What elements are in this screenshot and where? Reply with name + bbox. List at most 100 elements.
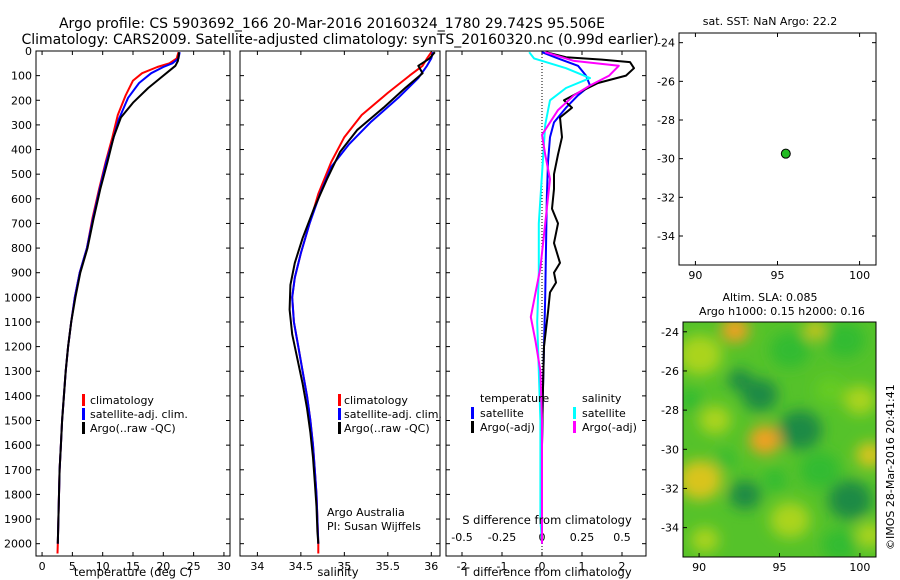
legend-swatch-satellite-adj <box>82 408 85 420</box>
legend-label-climatology: climatology <box>344 394 408 407</box>
s-diff-tick-label: -0.25 <box>488 531 516 544</box>
depth-tick-label: 0 <box>25 45 32 58</box>
legend-label-argo: Argo(..raw -QC) <box>90 422 176 435</box>
series-line-temperature-argo-adj- <box>541 51 635 544</box>
series-line-satellite-adj-clim- <box>291 51 434 544</box>
depth-tick-label: 1300 <box>4 365 32 378</box>
t-diff-tick-label: 0 <box>539 560 546 573</box>
depth-tick-label: 2000 <box>4 538 32 551</box>
x-tick-label: 20 <box>156 560 170 573</box>
sla-cell <box>691 527 719 553</box>
x-tick-label: 25 <box>187 560 201 573</box>
argo-float-location-marker <box>780 148 791 159</box>
salinity-legend: climatology satellite-adj. clim. Argo(..… <box>338 394 442 435</box>
longitude-tick-label: 100 <box>849 561 870 574</box>
x-tick-label: 5 <box>69 560 76 573</box>
temperature-plot-frame <box>35 50 231 557</box>
s-diff-tick-label: 0.5 <box>613 531 631 544</box>
sla-cell <box>805 322 825 339</box>
sla-cell <box>825 322 865 358</box>
x-tick-label: 30 <box>217 560 231 573</box>
legend-swatch-argo <box>82 422 85 434</box>
depth-tick-label: 1400 <box>4 390 32 403</box>
sla-cell <box>729 480 761 510</box>
legend-swatch-argo <box>338 422 341 434</box>
x-tick-label: 15 <box>126 560 140 573</box>
sla-cell <box>770 332 810 368</box>
salinity-x-label: salinity <box>317 565 358 579</box>
depth-tick-label: 1900 <box>4 513 32 526</box>
sla-cell <box>721 322 749 343</box>
imos-watermark: ©IMOS 28-Mar-2016 20:41:41 <box>884 384 897 550</box>
latitude-tick-label: -26 <box>661 365 679 378</box>
series-line-argo-raw-qc- <box>56 52 181 544</box>
legend-group-temperature: temperature <box>480 392 549 405</box>
sla-map-title: Altim. SLA: 0.085 <box>722 291 817 304</box>
legend-swatch-sal-argo <box>573 421 576 433</box>
difference-legend: temperature satellite Argo(-adj) salinit… <box>471 392 637 434</box>
series-line-argo-raw-qc- <box>288 51 436 544</box>
latitude-tick-label: -26 <box>657 75 675 88</box>
s-diff-tick-label: 0.25 <box>570 531 595 544</box>
legend-swatch-sal-satellite <box>573 407 576 419</box>
sla-cell <box>763 469 787 491</box>
latitude-tick-label: -24 <box>661 326 679 339</box>
sla-map-subtitle: Argo h1000: 0.15 h2000: 0.16 <box>699 305 865 318</box>
location-map-frame <box>678 32 877 266</box>
longitude-tick-label: 90 <box>688 269 702 282</box>
depth-tick-label: 1000 <box>4 291 32 304</box>
legend-label-sal-argo: Argo(-adj) <box>582 421 637 434</box>
x-tick-label: 10 <box>96 560 110 573</box>
sla-cell <box>699 405 731 435</box>
sla-cell <box>816 377 844 403</box>
depth-tick-label: 1700 <box>4 464 32 477</box>
sla-map-panel: Altim. SLA: 0.085 Argo h1000: 0.15 h2000… <box>661 291 897 574</box>
temperature-x-label: temperature (deg C) <box>74 565 192 579</box>
sla-cell <box>856 522 876 548</box>
sla-cell <box>800 452 840 488</box>
longitude-tick-label: 100 <box>849 269 870 282</box>
location-map-panel: sat. SST: NaN Argo: 22.2 90 95 100 -34 -32 -3… <box>657 15 877 282</box>
sla-cell <box>715 451 735 469</box>
t-difference-label: T difference from climatology <box>461 565 632 579</box>
sla-cell <box>822 528 858 557</box>
salinity-plot-frame <box>239 50 441 557</box>
temperature-panel: 0100200300400500600700800900100011001200… <box>4 45 231 579</box>
latitude-tick-label: -32 <box>657 191 675 204</box>
latitude-tick-label: -24 <box>657 37 675 50</box>
depth-tick-label: 600 <box>11 193 32 206</box>
series-line-salinity-argo-adj- <box>529 51 620 544</box>
credit-line-2: PI: Susan Wijffels <box>327 520 421 533</box>
x-tick-label: 0 <box>39 560 46 573</box>
depth-tick-label: 300 <box>11 119 32 132</box>
sla-cell <box>683 389 702 411</box>
credit-line-1: Argo Australia <box>327 506 405 519</box>
legend-label-temp-satellite: satellite <box>480 407 524 420</box>
depth-tick-label: 100 <box>11 70 32 83</box>
latitude-tick-label: -32 <box>661 482 679 495</box>
series-line-salinity-satellite <box>528 51 591 544</box>
depth-tick-label: 1100 <box>4 316 32 329</box>
x-tick-label: 34.5 <box>289 560 314 573</box>
sla-cell <box>844 385 876 415</box>
t-diff-tick-label: 1 <box>579 560 586 573</box>
latitude-tick-label: -30 <box>661 443 679 456</box>
t-diff-tick-label: -2 <box>457 560 468 573</box>
sla-cell <box>683 335 722 375</box>
latitude-tick-label: -34 <box>661 522 679 535</box>
temperature-legend: climatology satellite-adj. clim. Argo(..… <box>82 394 188 435</box>
depth-tick-label: 400 <box>11 144 32 157</box>
salinity-panel: 34 34.5 35 35.5 36 salinity climatology sate… <box>239 50 442 579</box>
longitude-tick-label: 95 <box>771 269 785 282</box>
sla-cell <box>856 442 876 468</box>
legend-group-salinity: salinity <box>582 392 622 405</box>
legend-label-satellite-adj: satellite-adj. clim. <box>344 408 442 421</box>
figure-title-line-2: Climatology: CARS2009. Satellite-adjuste… <box>21 32 658 48</box>
sla-cell <box>728 369 752 391</box>
t-diff-tick-label: -1 <box>497 560 508 573</box>
legend-swatch-satellite-adj <box>338 408 341 420</box>
depth-tick-label: 700 <box>11 217 32 230</box>
depth-tick-label: 1500 <box>4 415 32 428</box>
location-map-title: sat. SST: NaN Argo: 22.2 <box>703 15 837 28</box>
